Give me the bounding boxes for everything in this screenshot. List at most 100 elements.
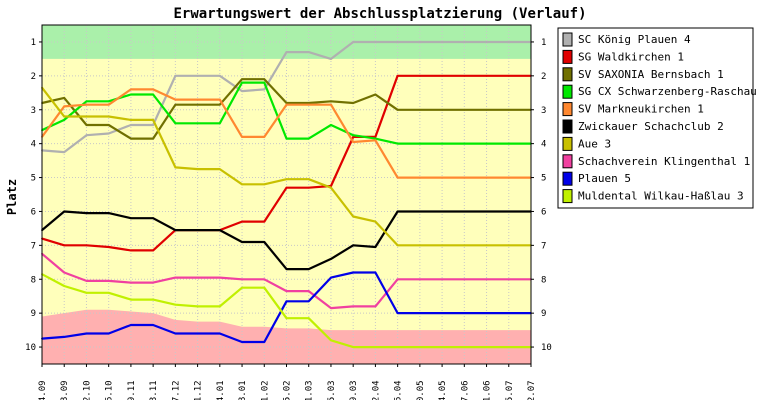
x-tick-label: 07.06 bbox=[460, 380, 470, 400]
legend-label: Muldental Wilkau-Haßlau 3 bbox=[578, 190, 744, 203]
x-tick-label: 14.09 bbox=[38, 380, 48, 400]
x-tick-label: 07.12 bbox=[171, 380, 181, 400]
data-point bbox=[507, 74, 510, 77]
data-point bbox=[196, 332, 199, 335]
data-point bbox=[218, 276, 221, 279]
x-tick-label: 10.05 bbox=[416, 380, 426, 400]
data-point bbox=[352, 136, 355, 138]
data-point bbox=[241, 183, 243, 186]
data-point bbox=[152, 119, 155, 121]
data-point bbox=[152, 93, 155, 96]
data-point bbox=[152, 249, 155, 252]
data-point bbox=[241, 81, 243, 84]
y-tick-label-right: 10 bbox=[541, 343, 552, 353]
data-point bbox=[218, 122, 221, 125]
data-point bbox=[330, 100, 332, 103]
data-point bbox=[507, 108, 510, 111]
x-tick-label: 01.02 bbox=[260, 380, 270, 400]
data-point bbox=[241, 241, 243, 243]
data-point bbox=[396, 278, 399, 281]
data-point bbox=[196, 122, 199, 125]
data-point bbox=[263, 286, 266, 289]
data-point bbox=[507, 210, 510, 213]
data-point bbox=[174, 276, 177, 279]
data-point bbox=[196, 276, 199, 279]
legend-label: SV Markneukirchen 1 bbox=[578, 103, 704, 116]
legend-swatch bbox=[562, 32, 573, 47]
data-point bbox=[130, 281, 132, 284]
y-tick-label-right: 4 bbox=[541, 140, 546, 150]
legend-label: Zwickauer Schachclub 2 bbox=[578, 120, 724, 133]
data-point bbox=[396, 108, 399, 111]
data-point bbox=[241, 90, 243, 92]
data-point bbox=[218, 168, 221, 171]
data-point bbox=[507, 312, 510, 314]
x-tick-label: 04.01 bbox=[216, 380, 226, 400]
data-point bbox=[130, 249, 132, 252]
data-point bbox=[441, 210, 443, 213]
data-point bbox=[463, 41, 466, 43]
data-point bbox=[174, 332, 177, 335]
data-point bbox=[330, 276, 332, 279]
data-point bbox=[419, 346, 421, 348]
y-tick-label-right: 6 bbox=[541, 207, 546, 217]
data-point bbox=[374, 41, 377, 43]
series-4 bbox=[41, 81, 532, 145]
data-point bbox=[374, 139, 377, 142]
legend-label: Plauen 5 bbox=[578, 172, 631, 185]
data-point bbox=[174, 229, 177, 232]
data-point bbox=[241, 136, 243, 138]
x-tick-label: 29.03 bbox=[349, 380, 359, 400]
data-point bbox=[107, 103, 110, 106]
data-point bbox=[352, 271, 355, 274]
data-point bbox=[152, 281, 155, 284]
data-point bbox=[507, 176, 510, 179]
data-point bbox=[507, 142, 510, 145]
data-point bbox=[107, 212, 110, 215]
data-point bbox=[130, 93, 132, 96]
data-point bbox=[441, 108, 443, 111]
data-point bbox=[174, 103, 177, 106]
data-point bbox=[218, 98, 221, 101]
x-tick-label: 15.03 bbox=[327, 380, 337, 400]
x-tick-label: 05.07 bbox=[505, 380, 515, 400]
data-point bbox=[441, 312, 443, 314]
data-point bbox=[374, 246, 377, 248]
data-point bbox=[441, 176, 443, 179]
x-tick-label: 26.04 bbox=[394, 380, 404, 400]
data-point bbox=[396, 142, 399, 145]
zone-bottom bbox=[42, 309, 531, 364]
data-point bbox=[241, 341, 243, 343]
data-point bbox=[196, 103, 199, 106]
data-point bbox=[196, 98, 199, 101]
data-point bbox=[63, 210, 66, 213]
data-point bbox=[218, 103, 221, 106]
data-point bbox=[107, 332, 110, 335]
data-point bbox=[218, 229, 221, 232]
data-point bbox=[396, 210, 399, 213]
data-point bbox=[463, 210, 466, 213]
data-point bbox=[419, 108, 421, 111]
data-point bbox=[419, 41, 421, 43]
data-point bbox=[507, 278, 510, 281]
data-point bbox=[374, 136, 377, 138]
legend-swatch bbox=[562, 171, 573, 186]
data-point bbox=[352, 305, 355, 308]
y-tick-label-right: 7 bbox=[541, 241, 546, 251]
data-point bbox=[130, 324, 132, 326]
data-point bbox=[263, 183, 266, 186]
data-point bbox=[130, 119, 132, 121]
data-point bbox=[396, 312, 399, 314]
data-point bbox=[285, 268, 288, 270]
data-point bbox=[485, 210, 488, 213]
data-point bbox=[441, 74, 443, 77]
data-point bbox=[130, 88, 132, 91]
data-point bbox=[285, 103, 288, 106]
data-point bbox=[85, 332, 88, 335]
y-tick-label-right: 2 bbox=[541, 72, 546, 82]
data-point bbox=[463, 278, 466, 281]
data-point bbox=[152, 137, 155, 140]
y-tick-label: 5 bbox=[31, 174, 36, 184]
data-point bbox=[419, 244, 421, 247]
